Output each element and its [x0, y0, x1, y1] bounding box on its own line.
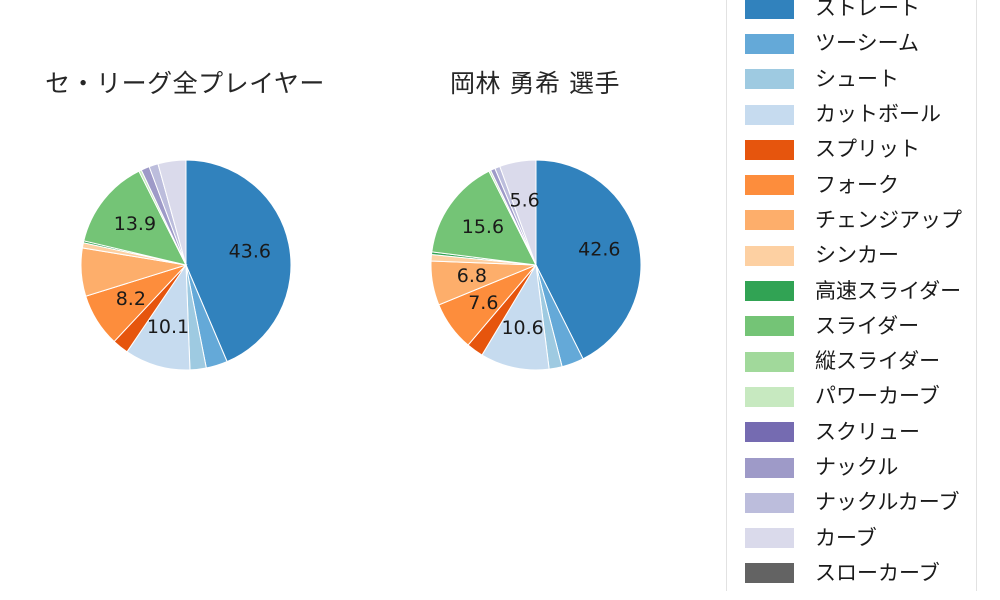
pie-slice-value-label: 6.8 — [457, 265, 487, 287]
legend-row[interactable]: スローカーブ — [727, 556, 976, 591]
legend-color-swatch-icon — [745, 281, 794, 302]
legend-label: ナックルカーブ — [815, 490, 960, 515]
pie-slice-value-label: 42.6 — [578, 239, 620, 261]
pie-svg-player: 42.6 10.67.6 6.8 15.65.6 — [430, 159, 642, 371]
legend-row[interactable]: ツーシーム — [727, 26, 976, 61]
legend-row[interactable]: 縦スライダー — [727, 344, 976, 379]
pie-svg-league: 43.6 10.18.2 13.9 — [80, 159, 292, 371]
legend-row[interactable]: スプリット — [727, 132, 976, 167]
legend-label: カーブ — [815, 525, 877, 550]
pie-panel-player: 岡林 勇希 選手 42.6 10.6 7.6 6.8 15.6 5.6 — [355, 0, 715, 600]
legend-color-swatch-icon — [745, 33, 794, 54]
legend-label: スプリット — [815, 137, 920, 162]
legend-label: 縦スライダー — [815, 349, 941, 374]
pie-slices-player — [430, 159, 642, 371]
legend-color-swatch-icon — [745, 245, 794, 266]
legend-label: スクリュー — [815, 419, 920, 444]
legend-color-swatch-icon — [745, 351, 794, 372]
pie-slices-league — [80, 159, 292, 371]
pie-slice-value-label: 5.6 — [509, 189, 539, 211]
legend-label: スローカーブ — [815, 560, 940, 585]
legend-label: 高速スライダー — [815, 278, 962, 303]
pie-slice[interactable] — [481, 263, 550, 371]
legend-row[interactable]: 高速スライダー — [727, 273, 976, 308]
pie-slice-labels-player: 42.6 10.67.6 6.8 15.65.6 — [457, 189, 621, 339]
legend-color-swatch-icon — [745, 422, 794, 443]
legend-row[interactable]: ナックルカーブ — [727, 485, 976, 520]
pie-title-league: セ・リーグ全プレイヤー — [45, 69, 325, 98]
legend-label: フォーク — [815, 172, 899, 197]
legend-color-swatch-icon — [745, 139, 794, 160]
pie-slice-value-label: 10.6 — [501, 317, 543, 339]
legend-label: パワーカーブ — [815, 384, 940, 409]
legend-color-swatch-icon — [745, 316, 794, 337]
pie-slice-value-label: 13.9 — [114, 213, 156, 235]
pie-slice-labels-league: 43.6 10.18.2 13.9 — [114, 213, 271, 338]
pie-slice[interactable] — [535, 159, 642, 360]
legend-panel: ストレートツーシームシュートカットボール スプリットフォークチェンジアップ シンカー… — [726, 0, 977, 591]
pie-slice-value-label: 8.2 — [116, 288, 146, 310]
pie-chart-league: 43.6 10.1 8.2 13.9 — [80, 159, 292, 371]
pie-slice-value-label: 15.6 — [462, 216, 504, 238]
legend-row[interactable]: カットボール — [727, 97, 976, 132]
pie-slice-value-label: 10.1 — [147, 316, 189, 338]
pie-panel-league: セ・リーグ全プレイヤー 43.6 10.1 8.2 13.9 — [5, 0, 365, 600]
legend-row[interactable]: ストレート — [727, 0, 976, 26]
legend-color-swatch-icon — [745, 528, 794, 549]
legend-row[interactable]: フォーク — [727, 167, 976, 202]
legend-row[interactable]: カーブ — [727, 520, 976, 555]
legend-label: ツーシーム — [815, 31, 919, 56]
legend-row[interactable]: スライダー — [727, 309, 976, 344]
legend-row[interactable]: シュート — [727, 62, 976, 97]
pie-slice-value-label: 43.6 — [229, 241, 271, 263]
legend-color-swatch-icon — [745, 175, 794, 196]
pie-slice[interactable] — [431, 170, 537, 266]
legend-label: スライダー — [815, 313, 920, 338]
legend-color-swatch-icon — [745, 457, 794, 478]
legend-color-swatch-icon — [745, 104, 794, 125]
legend-row[interactable]: チェンジアップ — [727, 203, 976, 238]
pie-slice[interactable] — [499, 159, 537, 266]
legend-row[interactable]: ナックル — [727, 450, 976, 485]
pie-title-player: 岡林 勇希 選手 — [450, 69, 620, 98]
pie-slice-value-label: 7.6 — [468, 292, 498, 314]
legend-color-swatch-icon — [745, 386, 794, 407]
legend-color-swatch-icon — [745, 0, 794, 19]
legend-label: カットボール — [815, 102, 941, 127]
legend-row[interactable]: スクリュー — [727, 415, 976, 450]
legend-label: ストレート — [815, 0, 920, 21]
legend-label: チェンジアップ — [815, 207, 962, 232]
pie-chart-player: 42.6 10.6 7.6 6.8 15.6 5.6 — [430, 159, 642, 371]
legend-row[interactable]: パワーカーブ — [727, 379, 976, 414]
legend-color-swatch-icon — [745, 563, 794, 584]
legend-color-swatch-icon — [745, 69, 794, 90]
pie-slice[interactable] — [157, 159, 187, 266]
legend-label: シンカー — [815, 243, 899, 268]
legend-row[interactable]: シンカー — [727, 238, 976, 273]
pie-slice[interactable] — [185, 159, 292, 363]
legend-label: シュート — [815, 66, 899, 91]
pie-slice[interactable] — [83, 170, 187, 266]
legend-label: ナックル — [815, 455, 899, 479]
legend-color-swatch-icon — [745, 210, 794, 231]
legend-color-swatch-icon — [745, 492, 794, 513]
